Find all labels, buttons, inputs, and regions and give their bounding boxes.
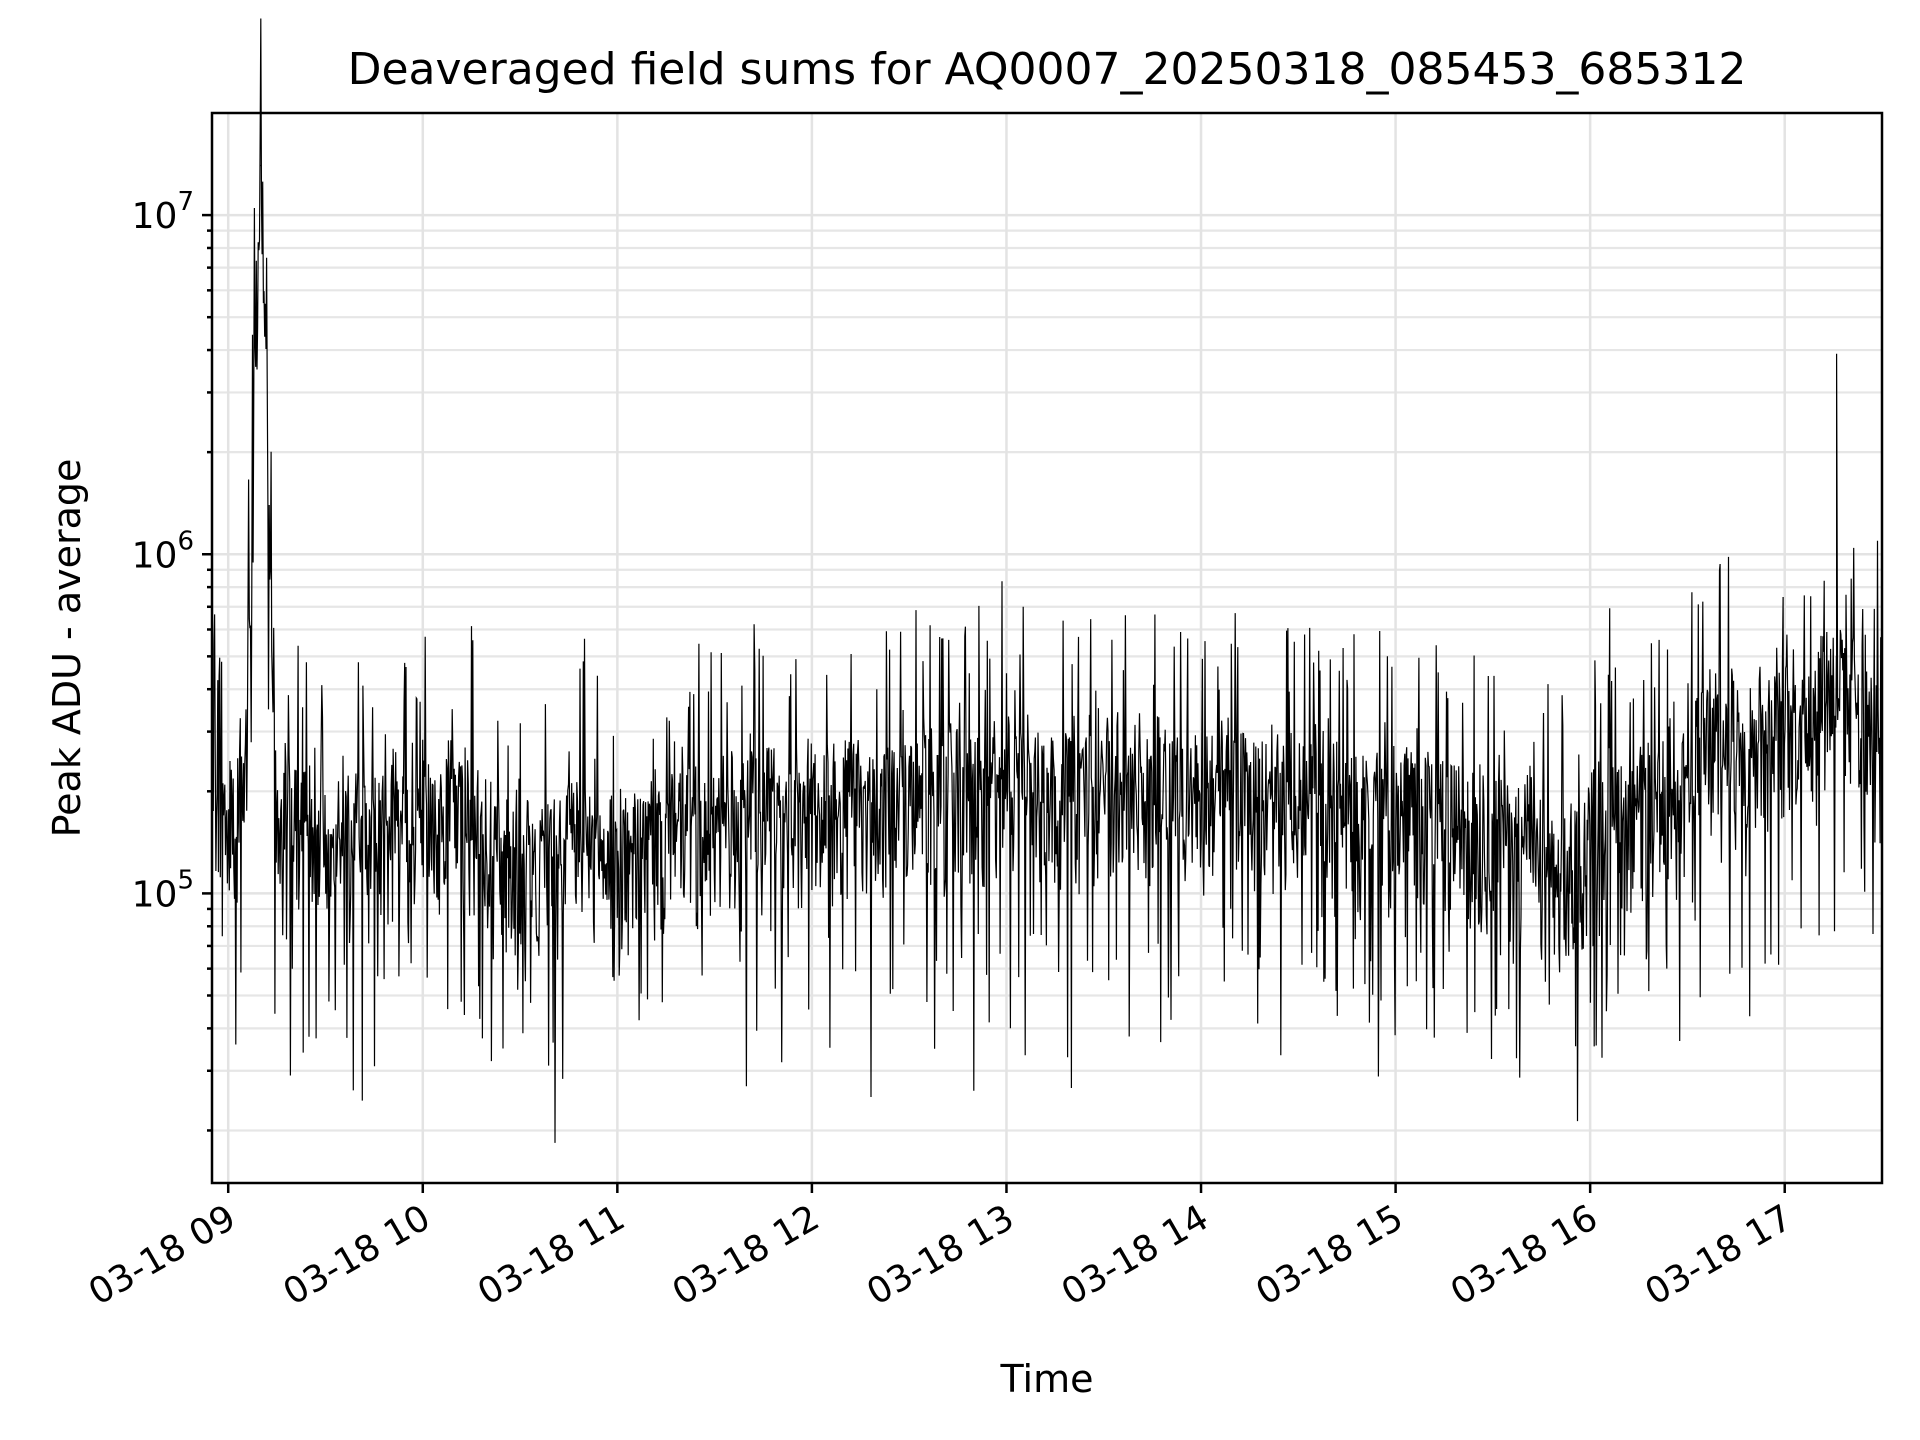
y-tick-label: 107 bbox=[132, 187, 194, 237]
plot-frame bbox=[210, 111, 1884, 1185]
x-axis-label: Time bbox=[1000, 1357, 1094, 1401]
series-line bbox=[211, 18, 1883, 1143]
y-axis-label: Peak ADU - average bbox=[45, 459, 89, 838]
y-tick-label: 106 bbox=[132, 526, 194, 576]
y-tick-label: 105 bbox=[132, 865, 194, 915]
chart-title: Deaveraged field sums for AQ0007_2025031… bbox=[348, 44, 1747, 95]
